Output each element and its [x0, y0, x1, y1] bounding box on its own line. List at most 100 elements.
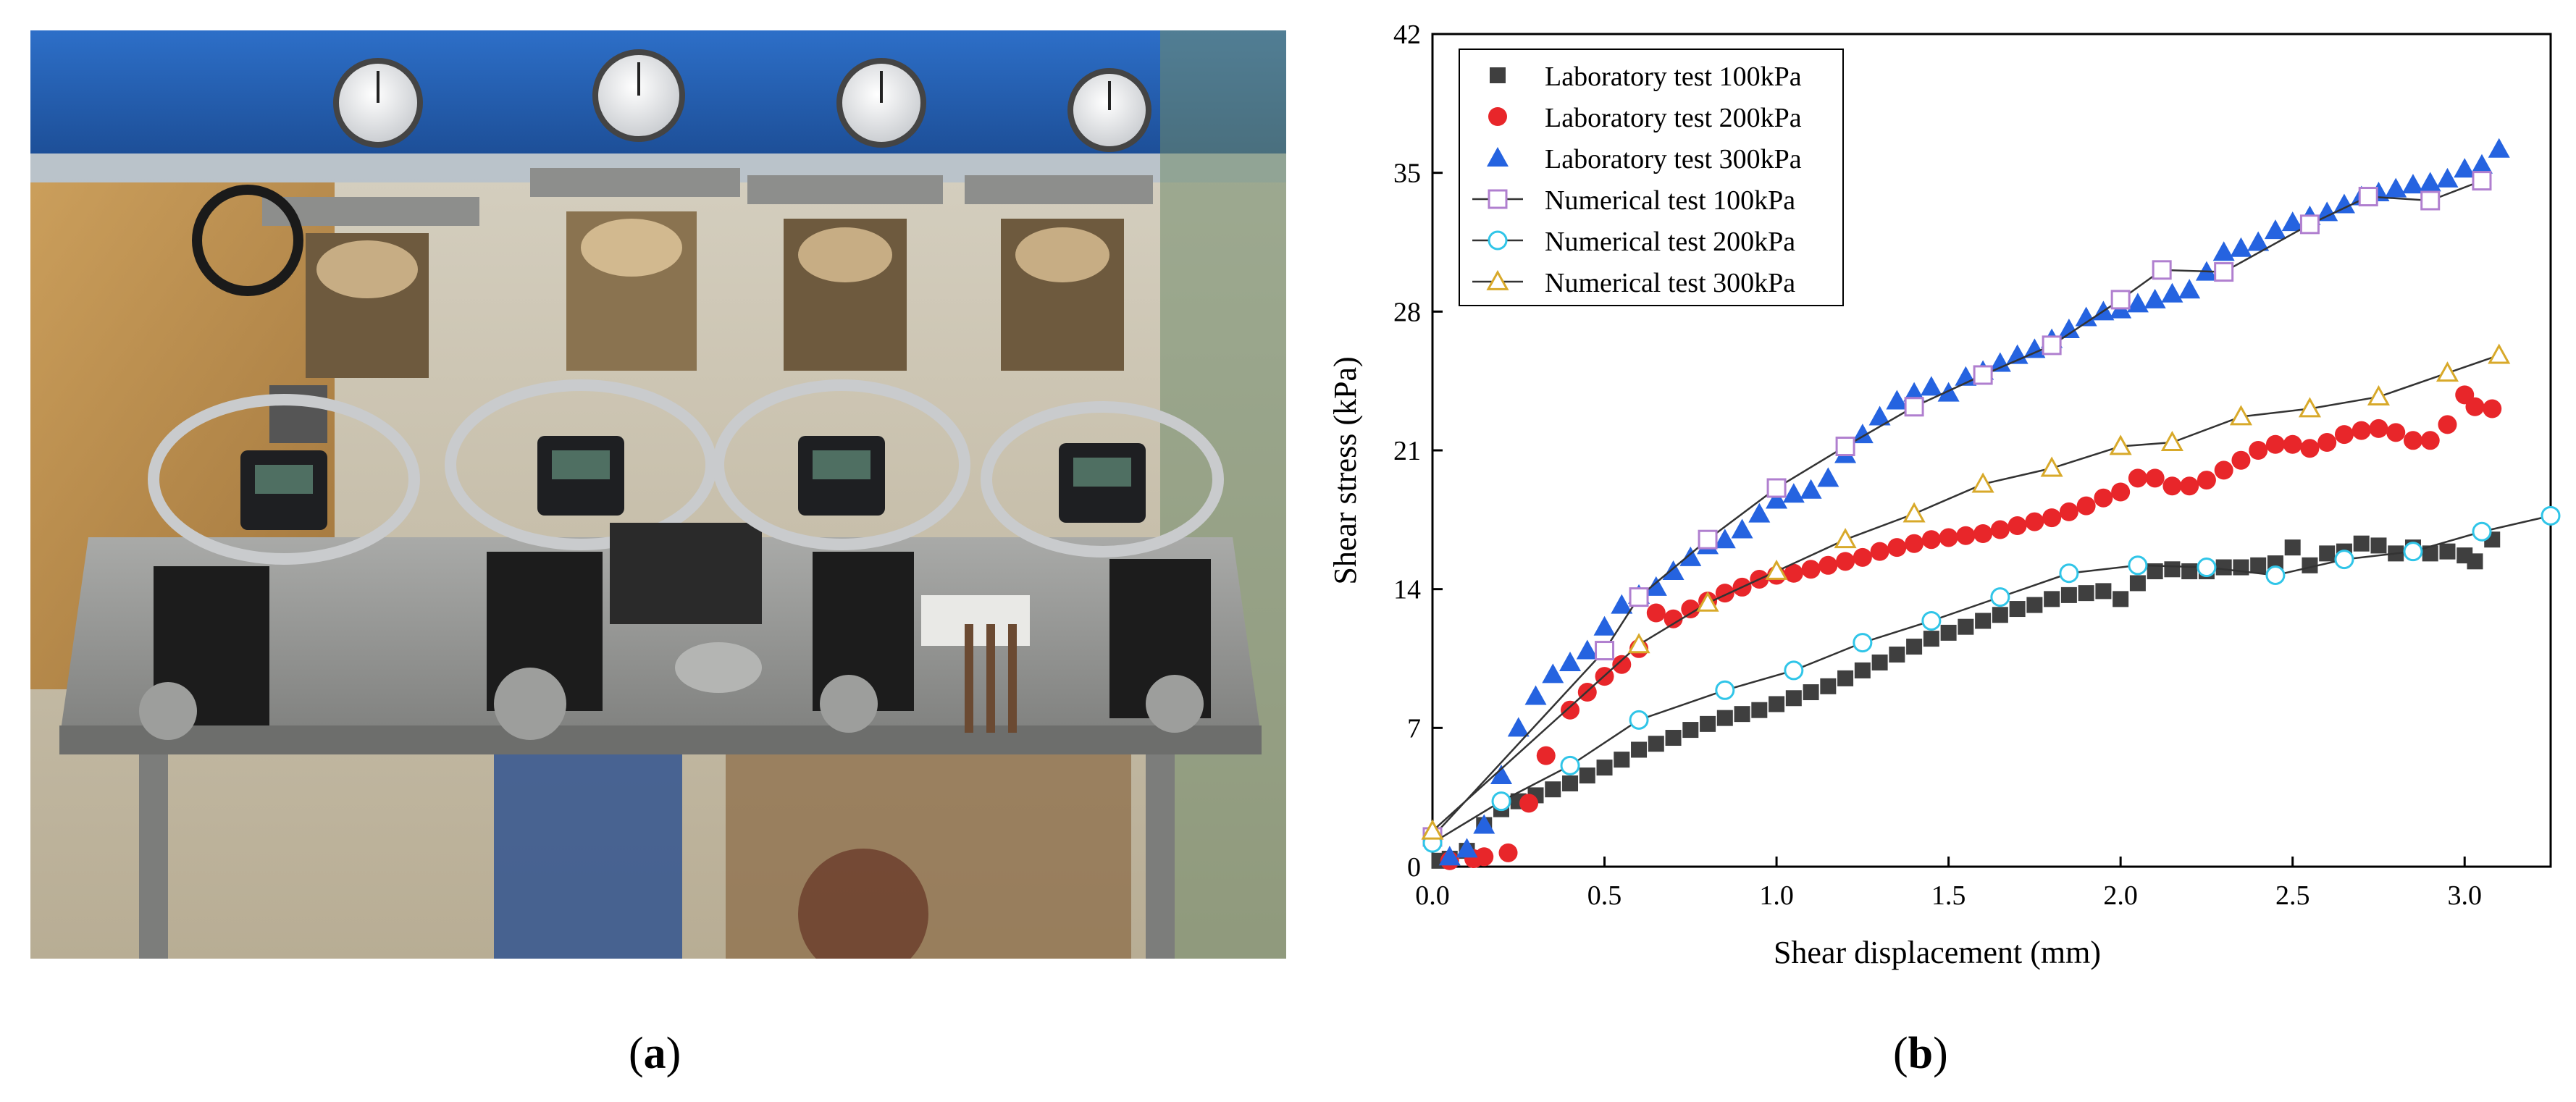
data-point [1853, 547, 1872, 567]
data-point [2319, 545, 2336, 562]
data-point [2264, 219, 2286, 240]
data-point [2023, 338, 2046, 358]
data-point [2422, 545, 2438, 562]
legend-marker [1488, 107, 1507, 126]
data-point [1473, 814, 1495, 834]
data-point [1990, 587, 2010, 607]
data-point [2144, 288, 2166, 308]
data-point [1751, 702, 1768, 718]
data-point [2367, 384, 2391, 405]
series-line [1432, 180, 2483, 838]
data-point [2353, 535, 2370, 552]
data-point [1906, 639, 1923, 655]
data-point [1611, 594, 1633, 614]
data-point [2470, 153, 2493, 174]
data-point [1474, 847, 1494, 867]
data-point [1801, 560, 1821, 579]
data-point [2109, 434, 2132, 455]
data-point [1973, 365, 1993, 385]
data-point [2094, 488, 2113, 508]
data-point [2488, 343, 2511, 364]
data-point [2403, 542, 2423, 562]
data-point [2057, 318, 2080, 338]
data-point [1820, 678, 1837, 694]
data-point [2212, 241, 2235, 261]
chart-canvas: 0.0 0.5 1.0 1.5 2.0 2.5 3.0 0 7 14 21 28 35 42 Labora… [1327, 20, 2561, 970]
data-point [1645, 576, 1667, 596]
data-point [2439, 543, 2456, 560]
data-point [1700, 715, 1716, 732]
data-point [1902, 502, 1926, 523]
data-point [2197, 558, 2217, 578]
data-point [1784, 660, 1804, 681]
data-point [1803, 684, 1819, 701]
panel-a-label: (a) [629, 1029, 681, 1078]
data-point [1421, 819, 1444, 840]
data-point [1784, 563, 1803, 583]
data-point [2351, 421, 2371, 440]
data-point [2302, 557, 2318, 573]
data-point [1851, 424, 1874, 444]
data-point [2145, 468, 2165, 488]
data-point [2401, 174, 2424, 194]
data-point [1542, 663, 1564, 684]
data-point [2178, 279, 2201, 299]
y-axis-label: Shear stress (kPa) [1327, 356, 1363, 584]
data-point [2386, 423, 2406, 442]
data-point [1836, 552, 1855, 571]
data-point [1923, 631, 1939, 647]
data-point [1696, 591, 1719, 612]
y-tick-label: 35 [1393, 159, 1421, 189]
data-point [2488, 138, 2510, 158]
data-point [1989, 352, 2011, 372]
data-point [1903, 382, 1926, 402]
data-point [1990, 520, 2010, 539]
legend-marker [1486, 269, 1509, 290]
series-layer [1421, 138, 2561, 870]
data-point [2265, 434, 2285, 454]
data-point [1681, 600, 1700, 619]
series-4 [1422, 171, 2492, 847]
data-point [2420, 190, 2441, 211]
data-point [1545, 781, 1561, 798]
data-point [2162, 476, 2182, 496]
data-point [2197, 471, 2216, 490]
data-point [2215, 559, 2232, 576]
data-point [2214, 262, 2234, 282]
data-point [1766, 478, 1787, 498]
data-point [2334, 425, 2354, 445]
data-point [1646, 603, 1666, 623]
data-point [2060, 586, 2077, 603]
data-point [2419, 172, 2441, 192]
data-point [2040, 456, 2063, 477]
data-point [1889, 647, 1905, 663]
x-tick-label: 3.0 [2447, 880, 2482, 911]
data-point [2300, 439, 2320, 458]
data-point [1734, 706, 1750, 723]
data-point [2472, 171, 2492, 191]
y-tick-label: 42 [1393, 20, 1421, 50]
data-point [2160, 430, 2183, 451]
data-point [1958, 618, 1974, 635]
data-point [2454, 158, 2476, 178]
data-point [1887, 538, 1907, 558]
y-tick-label: 21 [1393, 436, 1421, 466]
data-point [1835, 437, 1855, 457]
data-point [1854, 662, 1871, 678]
data-point [1559, 651, 1582, 671]
data-point [1715, 584, 1734, 603]
y-tick-label: 7 [1407, 713, 1421, 744]
data-point [2181, 563, 2198, 580]
legend-label: Numerical test 100kPa [1545, 185, 1795, 216]
legend-box [1459, 49, 1844, 306]
data-point [2299, 214, 2320, 235]
data-point [1769, 696, 1785, 712]
data-point [1853, 633, 1873, 653]
data-point [1438, 846, 1461, 866]
data-point [2128, 555, 2148, 576]
legend-marker [1490, 67, 1506, 83]
data-point [2230, 237, 2252, 257]
data-point [1507, 717, 1530, 737]
data-point [2214, 460, 2233, 480]
data-point [1785, 690, 1802, 707]
